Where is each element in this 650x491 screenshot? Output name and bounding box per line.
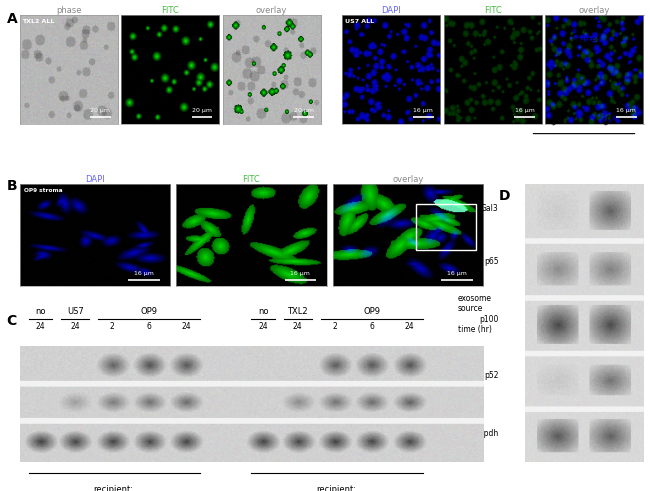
Text: 16 μm: 16 μm [515,108,535,113]
Title: FITC: FITC [242,175,260,184]
Text: 16 μm: 16 μm [447,271,467,275]
Text: 24: 24 [36,322,46,331]
Title: FITC: FITC [161,6,179,15]
Text: no: no [258,307,268,316]
Text: p65: p65 [484,257,499,266]
Text: US7: US7 [67,307,84,316]
Text: recipient:
TXL2: recipient: TXL2 [316,485,356,491]
Text: 20 μm: 20 μm [294,108,313,113]
Text: US7: US7 [549,112,567,128]
Text: p100: p100 [479,315,499,325]
Text: 24: 24 [404,322,414,331]
Text: 16 μm: 16 μm [134,271,153,275]
Text: 24: 24 [293,322,303,331]
Text: 24: 24 [181,322,191,331]
Text: C: C [6,314,17,328]
Title: overlay: overlay [578,6,610,15]
Text: OP9 stroma: OP9 stroma [24,188,62,193]
Text: 16 μm: 16 μm [616,108,636,113]
Text: 24: 24 [70,322,80,331]
Text: 20 μm: 20 μm [90,108,110,113]
Text: TXL2: TXL2 [287,307,308,316]
Text: p52: p52 [484,371,499,380]
Text: OP9: OP9 [363,307,380,316]
Bar [415,204,476,250]
Title: overlay: overlay [393,175,424,184]
Title: DAPI: DAPI [85,175,105,184]
Text: Gapdh: Gapdh [473,429,499,438]
Text: exosome
source: exosome source [458,294,492,313]
Text: 2: 2 [333,322,337,331]
Text: OP9: OP9 [601,112,619,128]
Text: 16 μm: 16 μm [291,271,310,275]
Text: time (hr): time (hr) [458,325,491,334]
Text: 6: 6 [147,322,152,331]
Text: 6: 6 [370,322,374,331]
Text: D: D [499,189,510,203]
Title: DAPI: DAPI [382,6,401,15]
Title: FITC: FITC [484,6,502,15]
Text: Gal3: Gal3 [480,204,499,213]
Text: recipient:
US7: recipient: US7 [94,485,133,491]
Text: US7 ALL: US7 ALL [345,19,374,24]
Text: exosome
source: exosome source [567,26,601,45]
Text: 2: 2 [110,322,114,331]
Text: 16 μm: 16 μm [413,108,433,113]
Text: B: B [6,179,17,193]
Title: phase: phase [56,6,81,15]
Text: OP9: OP9 [141,307,158,316]
Text: TXL2 ALL: TXL2 ALL [23,19,55,24]
Text: 20 μm: 20 μm [192,108,212,113]
Text: A: A [6,12,18,27]
Title: overlay: overlay [256,6,287,15]
Text: no: no [35,307,46,316]
Text: 24: 24 [258,322,268,331]
